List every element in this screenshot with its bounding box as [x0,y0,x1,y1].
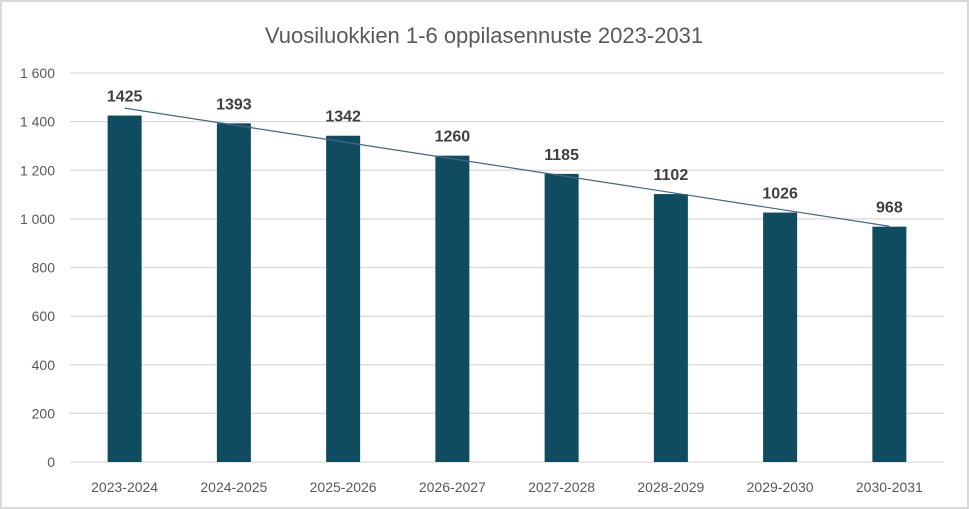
data-label: 1026 [762,186,798,203]
data-label: 1260 [435,129,471,146]
y-tick-label: 1 400 [20,114,55,130]
y-tick-label: 800 [32,260,56,276]
x-tick-label: 2029-2030 [747,479,814,495]
data-label: 1425 [107,89,143,106]
bars [107,115,907,463]
x-tick-label: 2028-2029 [637,479,704,495]
y-tick-label: 1 200 [20,162,55,178]
bar [653,194,688,463]
y-tick-label: 0 [47,454,55,470]
y-tick-label: 200 [32,405,56,421]
y-tick-label: 1 600 [20,65,55,81]
chart-title: Vuosiluokkien 1-6 oppilasennuste 2023-20… [265,23,703,48]
bar [107,115,142,462]
trendline-line [124,107,890,227]
x-tick-label: 2026-2027 [419,479,486,495]
y-tick-label: 1 000 [20,211,55,227]
y-axis: 0 200 400 600 800 1 000 1 200 1 400 1 600 [20,65,55,470]
x-tick-label: 2023-2024 [91,479,158,495]
x-tick-label: 2024-2025 [200,479,267,495]
bar [872,226,907,462]
x-axis: 2023-2024 2024-2025 2025-2026 2026-2027 2027… [91,479,923,495]
data-label: 1393 [216,96,252,113]
y-tick-label: 600 [32,308,56,324]
bar [216,123,251,462]
data-labels: 1425 1393 1342 1260 1185 1102 1026 968 [107,89,903,217]
bar [326,135,361,462]
y-tick-label: 400 [32,357,56,373]
data-label: 1342 [325,109,361,126]
bar [763,212,798,462]
bar [544,173,579,462]
gridlines [70,72,944,463]
x-tick-label: 2027-2028 [528,479,595,495]
trendline [124,107,890,227]
x-tick-label: 2025-2026 [310,479,377,495]
data-label: 968 [876,200,903,217]
data-label: 1102 [654,167,689,184]
bar [435,155,470,462]
x-tick-label: 2030-2031 [856,479,923,495]
data-label: 1185 [544,147,579,164]
